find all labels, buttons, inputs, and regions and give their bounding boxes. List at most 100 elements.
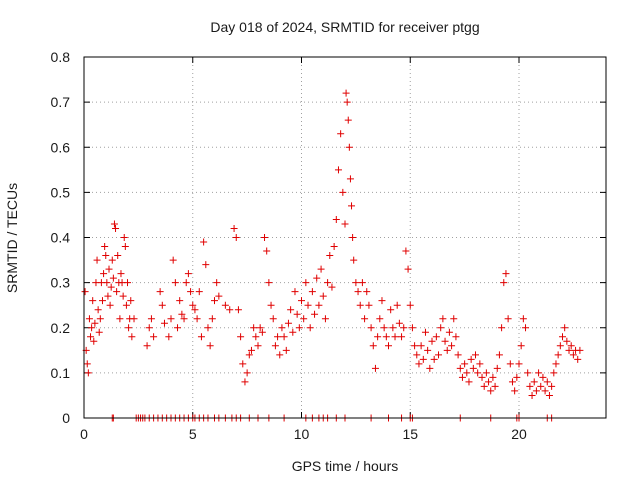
y-tick-label: 0.4 (51, 230, 71, 246)
data-point (398, 333, 406, 341)
data-point (443, 346, 451, 354)
data-point (363, 288, 371, 296)
data-point (337, 130, 345, 138)
x-tick-label: 5 (189, 426, 197, 442)
data-point (369, 342, 377, 350)
data-point (441, 337, 449, 345)
data-point (169, 256, 177, 264)
data-point (125, 324, 133, 332)
data-point (109, 274, 117, 282)
data-point (269, 315, 277, 323)
data-point (204, 324, 212, 332)
data-point (232, 234, 240, 241)
y-tick-label: 0.2 (51, 320, 71, 336)
data-point (114, 252, 122, 260)
data-point (213, 279, 221, 287)
data-point (256, 324, 264, 332)
data-point (245, 351, 253, 359)
data-point (421, 328, 429, 336)
data-point (208, 315, 216, 323)
data-point (215, 292, 223, 300)
data-point (324, 279, 332, 287)
data-point (391, 333, 399, 341)
data-point (554, 351, 562, 359)
data-point (112, 224, 120, 232)
data-point (95, 328, 103, 336)
data-point (382, 333, 390, 341)
data-point (524, 369, 532, 377)
data-point (103, 279, 111, 287)
data-point (435, 351, 443, 359)
data-point (517, 342, 525, 350)
data-point (88, 324, 96, 332)
data-point (302, 279, 310, 287)
data-point (552, 360, 560, 368)
data-point (417, 342, 425, 350)
data-point (250, 324, 258, 332)
data-point (344, 116, 352, 124)
data-point (467, 355, 475, 363)
data-point (237, 333, 245, 341)
data-point (491, 382, 499, 390)
data-point (439, 315, 447, 323)
data-point (308, 288, 316, 296)
data-point (430, 355, 438, 363)
data-point (98, 297, 106, 305)
data-point (576, 346, 584, 354)
data-point (400, 324, 408, 332)
data-point (96, 315, 104, 323)
data-point (456, 364, 464, 372)
data-point (178, 310, 186, 318)
data-point (241, 378, 249, 386)
data-point (106, 301, 114, 309)
data-point (411, 342, 419, 350)
data-point (508, 378, 516, 386)
data-point (482, 369, 490, 377)
data-point (94, 306, 102, 314)
data-point (574, 355, 582, 363)
data-point (119, 292, 127, 300)
data-point (342, 89, 350, 97)
data-point (472, 351, 479, 359)
y-tick-label: 0.6 (51, 139, 71, 155)
data-point (313, 274, 321, 282)
data-point (226, 306, 234, 314)
data-point (474, 369, 482, 377)
data-point (352, 279, 360, 287)
data-point (378, 297, 386, 305)
data-point (343, 98, 351, 106)
data-point (187, 288, 195, 296)
data-point (513, 373, 521, 381)
data-point (428, 337, 436, 345)
data-point (502, 270, 510, 278)
plot-frame (83, 56, 607, 419)
data-point (415, 360, 423, 368)
data-point (356, 301, 364, 309)
data-point (476, 360, 484, 368)
data-point (130, 315, 138, 323)
data-point (478, 373, 486, 381)
data-point (287, 306, 295, 314)
data-point (541, 387, 549, 395)
data-point (165, 333, 173, 341)
data-point (556, 342, 564, 350)
data-point (461, 360, 469, 368)
data-point (465, 378, 473, 386)
data-point (191, 306, 199, 314)
data-point (348, 202, 356, 210)
data-point (539, 373, 547, 381)
data-point (156, 288, 164, 296)
data-point (295, 324, 303, 332)
data-point (293, 310, 301, 318)
data-point (452, 333, 460, 341)
data-point (493, 364, 501, 372)
data-point (160, 319, 168, 327)
data-point (239, 360, 247, 368)
data-points (81, 89, 584, 422)
data-point (480, 382, 488, 390)
data-point (180, 315, 188, 323)
y-tick-label: 0 (62, 410, 70, 426)
data-point (402, 247, 410, 255)
data-point (334, 166, 342, 174)
data-point (469, 364, 477, 372)
